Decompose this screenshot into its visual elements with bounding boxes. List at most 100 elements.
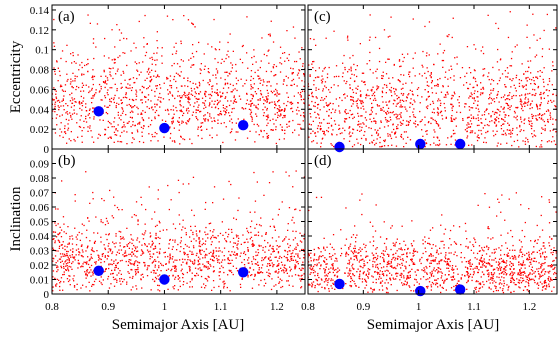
particle-point (58, 240, 60, 242)
particle-point (517, 273, 519, 275)
particle-point (145, 101, 147, 103)
particle-point (446, 260, 448, 263)
particle-point (408, 73, 410, 75)
particle-point (490, 89, 492, 91)
particle-point (477, 119, 480, 121)
particle-point (466, 281, 468, 284)
particle-point (425, 130, 427, 133)
particle-point (89, 258, 91, 260)
particle-point (349, 131, 351, 133)
particle-point (484, 261, 486, 263)
particle-point (325, 95, 327, 98)
particle-point (191, 279, 193, 281)
particle-point (137, 268, 139, 271)
particle-point (407, 275, 409, 277)
particle-point (439, 43, 441, 45)
particle-point (389, 111, 391, 114)
particle-point (167, 184, 169, 187)
particle-point (218, 255, 220, 257)
particle-point (107, 278, 109, 280)
particle-point (129, 84, 131, 86)
particle-point (170, 87, 173, 89)
particle-point (446, 278, 448, 280)
particle-point (445, 117, 447, 119)
particle-point (498, 101, 500, 103)
particle-point (475, 117, 477, 120)
particle-point (326, 246, 328, 248)
particle-point (544, 124, 546, 127)
particle-point (71, 262, 73, 265)
particle-point (237, 209, 239, 212)
particle-point (248, 257, 250, 259)
particle-point (57, 239, 59, 241)
particle-point (187, 97, 189, 99)
particle-point (291, 84, 293, 87)
particle-point (82, 251, 84, 253)
particle-point (182, 60, 184, 62)
particle-point (391, 258, 393, 261)
particle-point (256, 254, 259, 256)
particle-point (508, 124, 510, 126)
particle-point (372, 72, 374, 74)
particle-point (135, 89, 137, 91)
particle-point (67, 129, 69, 131)
particle-point (211, 127, 213, 129)
particle-point (404, 265, 406, 267)
particle-point (143, 86, 145, 88)
particle-point (89, 240, 91, 242)
particle-point (381, 273, 384, 275)
particle-point (186, 261, 188, 263)
particle-point (492, 273, 495, 276)
particle-point (104, 105, 106, 107)
particle-point (154, 90, 156, 93)
particle-point (206, 261, 208, 263)
particle-point (507, 95, 509, 97)
particle-point (443, 96, 445, 98)
particle-point (187, 259, 189, 261)
particle-point (540, 132, 543, 134)
particle-point (247, 259, 249, 261)
particle-point (412, 67, 414, 69)
particle-point (273, 285, 275, 287)
particle-point (330, 285, 332, 287)
particle-point (509, 78, 511, 80)
particle-point (443, 260, 445, 262)
particle-point (52, 98, 54, 100)
particle-point (426, 272, 428, 274)
particle-point (264, 100, 266, 102)
particle-point (369, 268, 371, 271)
particle-point (467, 246, 469, 248)
particle-point (410, 290, 412, 292)
particle-point (537, 270, 539, 273)
particle-point (323, 130, 325, 133)
particle-point (121, 102, 123, 104)
particle-point (122, 281, 124, 283)
particle-point (466, 135, 469, 137)
particle-point (407, 94, 409, 96)
particle-point (60, 122, 62, 124)
particle-point (114, 267, 116, 269)
particle-point (470, 114, 472, 116)
particle-point (119, 135, 121, 137)
particle-point (214, 48, 216, 50)
particle-point (285, 270, 287, 272)
particle-point (110, 97, 113, 99)
particle-point (61, 260, 63, 262)
particle-point (164, 256, 166, 258)
particle-point (162, 98, 165, 100)
particle-point (128, 272, 130, 274)
particle-point (154, 103, 156, 105)
particle-point (314, 132, 316, 134)
particle-point (209, 134, 211, 136)
particle-point (88, 220, 90, 222)
particle-point (515, 117, 517, 119)
particle-point (172, 116, 174, 118)
particle-point (213, 186, 216, 188)
particle-point (109, 73, 111, 76)
particle-point (541, 55, 543, 58)
particle-point (548, 78, 551, 80)
particle-point (532, 115, 535, 117)
particle-point (231, 91, 233, 93)
particle-point (232, 50, 234, 52)
particle-point (204, 277, 206, 280)
